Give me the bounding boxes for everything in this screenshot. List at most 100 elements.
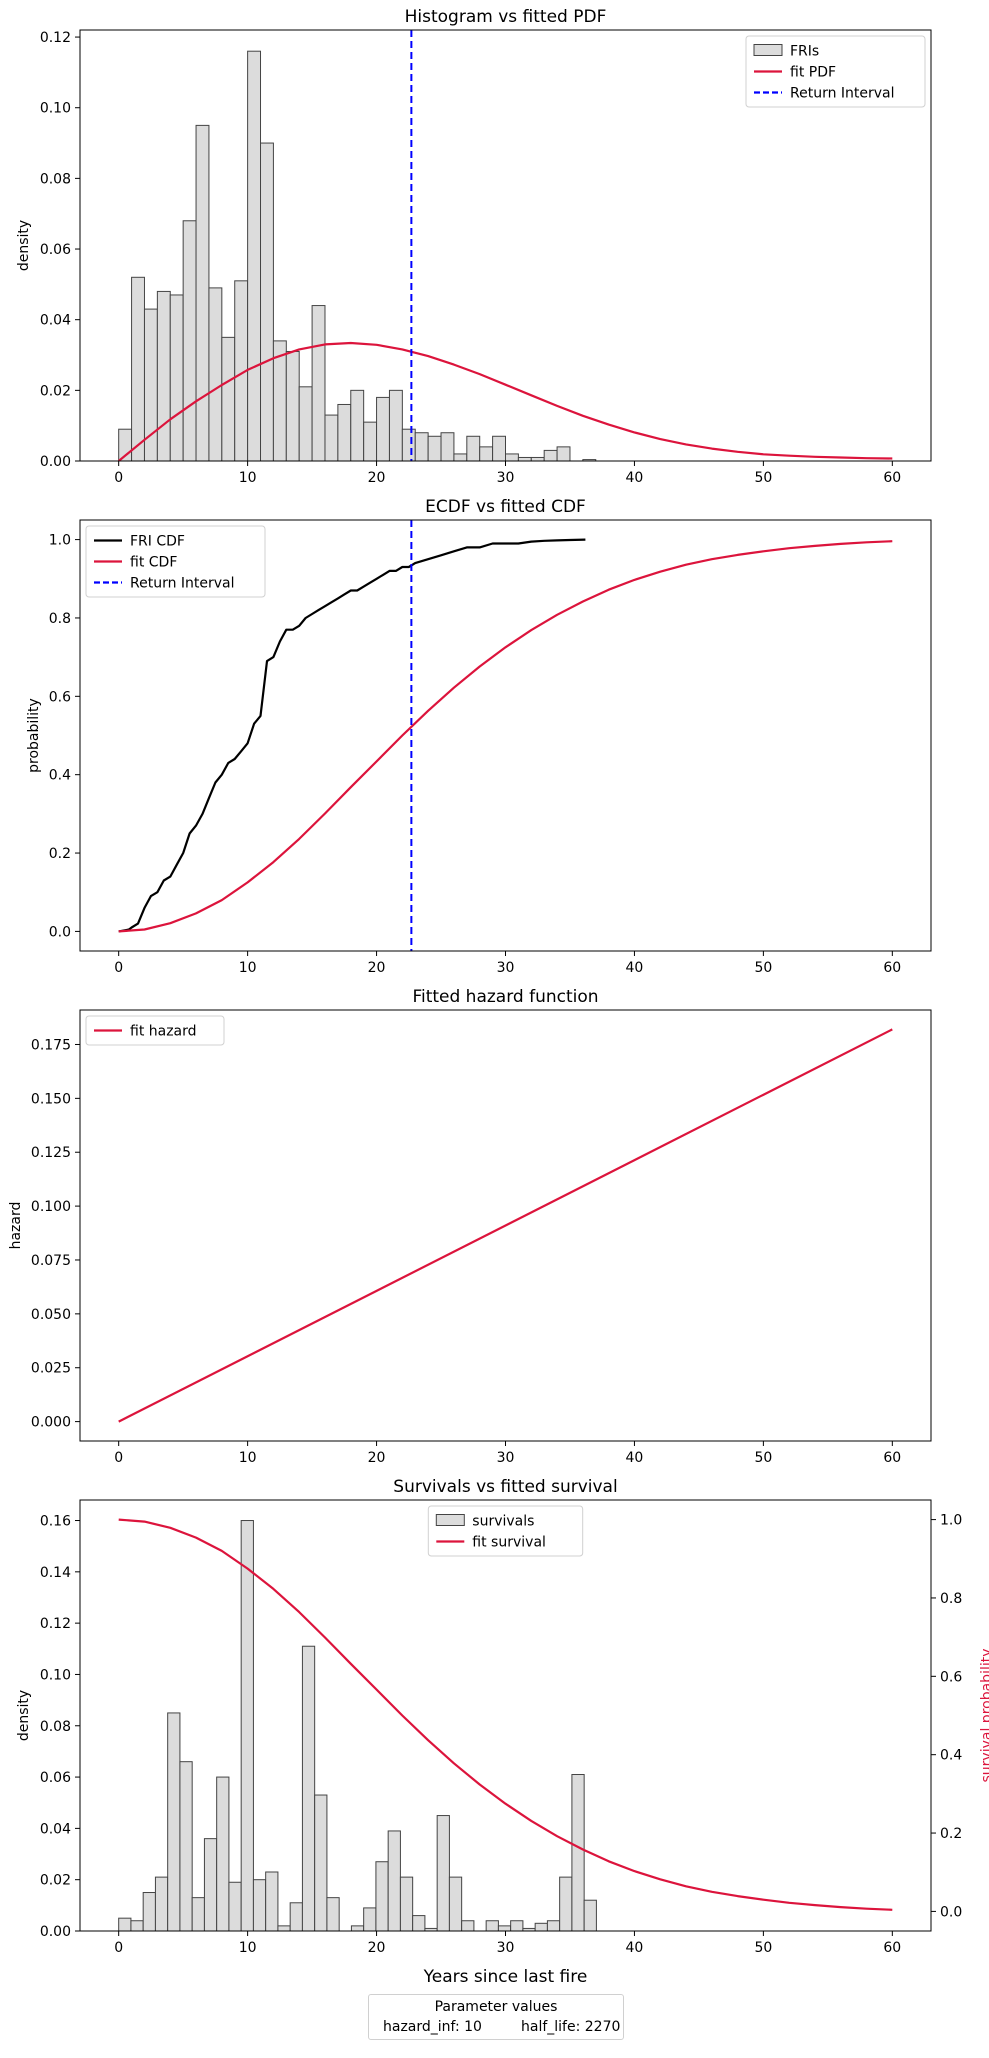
histogram-bar	[272, 340, 287, 461]
x-tick-label: 10	[239, 960, 257, 976]
y-tick-label: 0.175	[31, 1037, 71, 1053]
histogram-bar	[583, 1899, 597, 1931]
histogram-bar	[154, 1876, 169, 1931]
x-tick-label: 30	[497, 1450, 515, 1466]
x-tick-label: 0	[114, 470, 123, 486]
y-tick-label: 0.08	[40, 1719, 71, 1735]
y-tick-label: 0.150	[31, 1091, 71, 1107]
histogram-bar	[485, 1920, 499, 1931]
y-tick-label: 0.04	[40, 313, 71, 329]
hazard-inf-value: hazard_inf: 10	[383, 2019, 482, 2035]
y-tick-label: 0.10	[40, 1667, 71, 1683]
y-tick-label: 0.00	[40, 454, 71, 470]
histogram-bar	[301, 1645, 316, 1931]
y-tick-label-right: 0.2	[940, 1826, 962, 1842]
histogram-bar	[461, 1920, 475, 1931]
y-axis-label-right: survival probability	[979, 1649, 989, 1783]
histogram-bar	[179, 1761, 193, 1931]
histogram-bar	[350, 1925, 365, 1931]
y-tick-label: 0.025	[31, 1361, 71, 1377]
legend-label: survivals	[472, 1514, 534, 1530]
y-tick-label: 0.6	[49, 689, 71, 705]
x-tick-label: 40	[626, 1940, 644, 1956]
histogram-bar	[208, 287, 223, 461]
legend-label: fit survival	[472, 1535, 546, 1551]
x-tick-label: 40	[626, 470, 644, 486]
y-tick-label: 0.000	[31, 1415, 71, 1431]
histogram-bar	[247, 50, 262, 461]
histogram-bar	[448, 1876, 463, 1931]
fit-hazard-line	[118, 1028, 893, 1423]
histogram-bar	[298, 386, 313, 461]
fit-pdf-line	[118, 341, 893, 461]
histogram-bar	[436, 1815, 450, 1931]
histogram-bar	[118, 1917, 132, 1931]
y-tick-label-right: 1.0	[940, 1513, 962, 1529]
y-tick-label-right: 0.6	[940, 1669, 962, 1685]
y-tick-label: 0.06	[40, 242, 71, 258]
x-tick-label: 60	[883, 1450, 901, 1466]
histogram-bar	[412, 1915, 426, 1931]
histogram-bar	[427, 435, 442, 461]
y-axis-label: density	[16, 1690, 32, 1741]
histogram-bar	[130, 1920, 144, 1931]
plot-area	[118, 520, 893, 951]
x-tick-label: 50	[754, 1940, 772, 1956]
x-tick-label: 60	[883, 470, 901, 486]
y-tick-label: 0.02	[40, 1873, 71, 1889]
half-life-value: half_life: 2270	[521, 2019, 621, 2035]
histogram-bar	[559, 1876, 573, 1931]
chart-panel-2: ECDF vs fitted CDF 0 10 20 30 40 50 60 0.0 0.2 0.4…	[26, 497, 932, 976]
histogram-bar	[530, 456, 545, 461]
legend-box	[85, 1015, 225, 1046]
plot-area	[118, 1028, 893, 1423]
histogram-bar	[440, 432, 455, 461]
x-tick-label: 10	[239, 1450, 257, 1466]
x-tick-label: 40	[626, 1450, 644, 1466]
histogram-bar	[311, 305, 326, 461]
y-tick-label: 0.12	[40, 1616, 71, 1632]
histogram-bar	[350, 389, 365, 461]
y-axis-label: density	[16, 220, 32, 271]
histogram-bar	[260, 142, 274, 461]
y-tick-label-right: 0.0	[940, 1904, 962, 1920]
y-tick-label: 0.2	[49, 846, 71, 862]
parameter-values-box: Parameter values hazard_inf: 10 half_lif…	[368, 1994, 624, 2040]
histogram-bar	[216, 1776, 230, 1931]
legend-label: FRIs	[790, 44, 819, 60]
x-tick-label: 60	[883, 1940, 901, 1956]
histogram-bar	[517, 456, 532, 461]
histogram-bar	[466, 435, 481, 461]
y-tick-label: 0.0	[49, 924, 71, 940]
y-tick-label: 0.00	[40, 1924, 71, 1940]
histogram-bar	[191, 1897, 205, 1931]
histogram-bar	[363, 421, 378, 461]
histogram-bar	[142, 1892, 156, 1931]
legend-swatch	[753, 44, 783, 56]
y-tick-label: 0.075	[31, 1253, 71, 1269]
y-tick-label: 0.050	[31, 1307, 71, 1323]
histogram-bar	[497, 1925, 512, 1931]
histogram-bar	[265, 1871, 279, 1931]
plot-area	[118, 30, 893, 461]
chart-title: Histogram vs fitted PDF	[405, 7, 607, 27]
histogram-bar	[240, 1520, 254, 1931]
y-tick-label: 0.8	[49, 611, 71, 627]
legend: survivals fit survival	[427, 1505, 584, 1557]
chart-panel-1: Histogram vs fitted PDF 0 10 20 30 40 50 60 0.00…	[16, 7, 932, 486]
y-tick-label: 0.16	[40, 1514, 71, 1530]
histogram-bar	[387, 1830, 401, 1931]
y-tick-label: 0.02	[40, 383, 71, 399]
y-tick-label: 0.08	[40, 171, 71, 187]
histogram-bar	[505, 453, 519, 461]
histogram-bar	[221, 336, 236, 461]
legend-label: Return Interval	[130, 576, 235, 592]
legend-swatch	[435, 1514, 465, 1526]
histogram-bar	[510, 1920, 524, 1931]
x-tick-label: 30	[497, 1940, 515, 1956]
x-tick-label: 40	[626, 960, 644, 976]
histogram-bar	[571, 1774, 585, 1931]
histogram-bar	[453, 453, 468, 461]
histogram-bar	[156, 290, 171, 461]
histogram-bar	[324, 414, 339, 461]
